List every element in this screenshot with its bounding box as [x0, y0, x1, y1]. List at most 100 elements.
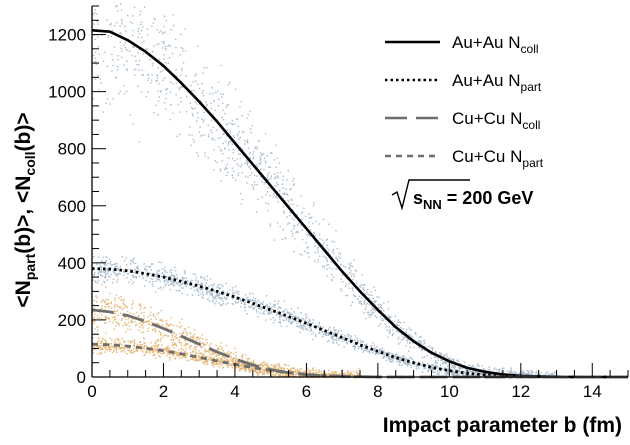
- scatter-point: [454, 372, 456, 374]
- scatter-point: [139, 341, 141, 343]
- scatter-point: [119, 41, 121, 44]
- scatter-point: [241, 198, 244, 201]
- scatter-point: [203, 119, 205, 121]
- scatter-point: [546, 371, 548, 373]
- scatter-point: [353, 344, 356, 347]
- scatter-point: [191, 336, 193, 338]
- scatter-point: [266, 371, 268, 374]
- scatter-point: [349, 338, 351, 340]
- scatter-point: [158, 355, 160, 357]
- scatter-point: [165, 320, 167, 322]
- scatter-point: [102, 300, 104, 302]
- scatter-point: [228, 350, 230, 353]
- scatter-point: [379, 306, 381, 308]
- scatter-point: [160, 309, 162, 312]
- scatter-point: [224, 168, 227, 170]
- scatter-point: [178, 339, 180, 341]
- scatter-point: [107, 34, 110, 37]
- scatter-point: [206, 67, 208, 69]
- scatter-point: [284, 237, 286, 239]
- scatter-point: [241, 130, 244, 133]
- scatter-point: [405, 363, 407, 365]
- scatter-point: [182, 86, 184, 88]
- scatter-point: [349, 371, 352, 373]
- scatter-point: [384, 352, 387, 354]
- scatter-point: [281, 238, 284, 241]
- scatter-point: [194, 279, 197, 281]
- scatter-point: [366, 291, 368, 293]
- scatter-point: [315, 220, 317, 223]
- scatter-point: [166, 335, 169, 337]
- scatter-point: [274, 319, 276, 321]
- scatter-point: [133, 340, 136, 342]
- scatter-point: [92, 349, 94, 351]
- scatter-point: [212, 362, 215, 364]
- scatter-point: [527, 374, 529, 376]
- scatter-point: [229, 356, 231, 358]
- scatter-point: [106, 257, 108, 259]
- scatter-point: [448, 358, 451, 360]
- scatter-point: [97, 36, 99, 38]
- scatter-point: [519, 373, 521, 375]
- scatter-point: [301, 254, 303, 256]
- scatter-point: [159, 352, 161, 354]
- scatter-point: [230, 351, 232, 354]
- scatter-point: [285, 308, 287, 310]
- scatter-point: [141, 324, 143, 326]
- scatter-point: [98, 88, 100, 91]
- scatter-point: [430, 364, 433, 366]
- scatter-point: [218, 146, 220, 148]
- scatter-point: [138, 33, 140, 35]
- scatter-point: [111, 351, 114, 354]
- scatter-point: [336, 373, 338, 376]
- scatter-point: [362, 284, 364, 286]
- scatter-point: [275, 166, 277, 169]
- scatter-point: [303, 325, 305, 327]
- scatter-point: [152, 350, 155, 353]
- scatter-point: [150, 306, 152, 308]
- scatter-point: [170, 280, 172, 282]
- scatter-point: [196, 103, 198, 105]
- scatter-point: [405, 333, 408, 335]
- scatter-point: [387, 356, 390, 358]
- scatter-point: [257, 140, 260, 143]
- scatter-point: [239, 365, 241, 368]
- scatter-point: [450, 363, 452, 365]
- scatter-point: [458, 368, 461, 370]
- scatter-point: [468, 371, 471, 373]
- scatter-point: [492, 374, 494, 377]
- scatter-point: [335, 332, 338, 335]
- scatter-point: [270, 312, 272, 314]
- scatter-point: [326, 268, 328, 270]
- scatter-point: [364, 344, 366, 346]
- scatter-point: [289, 319, 291, 321]
- scatter-point: [242, 367, 244, 369]
- scatter-point: [535, 371, 537, 374]
- scatter-point: [165, 334, 167, 336]
- scatter-point: [292, 318, 295, 320]
- scatter-point: [497, 374, 500, 376]
- scatter-point: [231, 157, 234, 160]
- scatter-point: [386, 329, 388, 331]
- scatter-point: [287, 320, 290, 322]
- scatter-point: [163, 58, 165, 60]
- scatter-point: [246, 161, 248, 163]
- scatter-point: [287, 364, 289, 367]
- scatter-point: [173, 338, 175, 340]
- scatter-point: [143, 307, 145, 309]
- scatter-point: [351, 289, 354, 292]
- scatter-point: [197, 294, 200, 297]
- scatter-point: [244, 370, 247, 372]
- scatter-point: [314, 334, 317, 336]
- scatter-point: [258, 369, 260, 371]
- scatter-point: [151, 74, 153, 76]
- scatter-point: [307, 233, 309, 236]
- scatter-point: [126, 306, 128, 309]
- scatter-point: [427, 368, 430, 370]
- scatter-point: [313, 234, 315, 237]
- scatter-point: [414, 332, 417, 334]
- scatter-point: [92, 352, 95, 354]
- scatter-point: [375, 316, 377, 319]
- scatter-point: [131, 349, 133, 352]
- scatter-point: [442, 356, 444, 358]
